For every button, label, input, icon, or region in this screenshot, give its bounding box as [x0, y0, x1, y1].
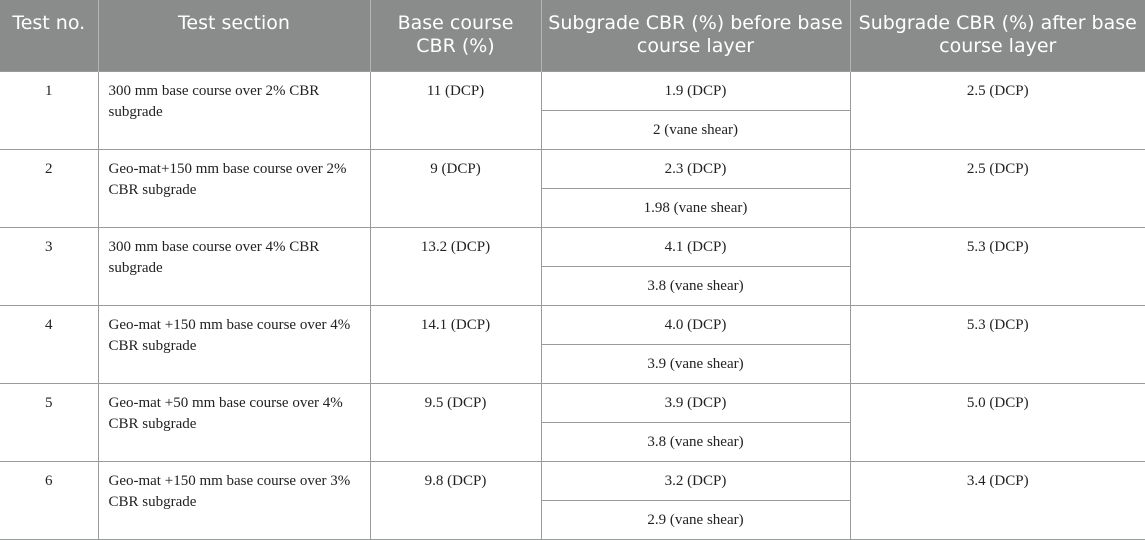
- cell-test-section: Geo-mat+150 mm base course over 2% CBR s…: [97, 148, 371, 228]
- cell-subgrade-before-dcp: 3.9 (DCP): [540, 382, 851, 423]
- header-subgrade-cbr-after: Subgrade CBR (%) after base course layer: [849, 0, 1145, 71]
- cell-subgrade-after: 5.3 (DCP): [849, 304, 1145, 384]
- cell-subgrade-before-dcp: 4.0 (DCP): [540, 304, 851, 345]
- cell-subgrade-before-vane: 2.9 (vane shear): [541, 499, 850, 540]
- cell-base-course-cbr: 9.8 (DCP): [369, 460, 542, 540]
- cell-subgrade-before-vane: 2 (vane shear): [541, 109, 850, 150]
- cell-subgrade-after: 2.5 (DCP): [849, 70, 1145, 150]
- cell-subgrade-before-dcp: 4.1 (DCP): [540, 226, 851, 267]
- cell-test-no: 2: [0, 148, 99, 228]
- cell-subgrade-before-vane: 3.8 (vane shear): [541, 421, 850, 462]
- cell-test-no: 1: [0, 70, 99, 150]
- cell-subgrade-after: 3.4 (DCP): [849, 460, 1145, 540]
- table-header: Test no. Test section Base course CBR (%…: [0, 0, 1145, 71]
- cell-test-no: 5: [0, 382, 99, 462]
- cell-test-section: Geo-mat +50 mm base course over 4% CBR s…: [97, 382, 371, 462]
- header-subgrade-cbr-before: Subgrade CBR (%) before base course laye…: [540, 0, 850, 71]
- table-row: 1 300 mm base course over 2% CBR subgrad…: [0, 70, 1145, 150]
- cell-subgrade-before-dcp: 3.2 (DCP): [540, 460, 851, 501]
- cell-subgrade-before-vane: 1.98 (vane shear): [541, 187, 850, 228]
- cell-test-section: Geo-mat +150 mm base course over 3% CBR …: [97, 460, 371, 540]
- cell-base-course-cbr: 9.5 (DCP): [369, 382, 542, 462]
- header-row: Test no. Test section Base course CBR (%…: [0, 0, 1145, 71]
- header-test-section: Test section: [97, 0, 370, 71]
- cell-test-no: 6: [0, 460, 99, 540]
- cell-subgrade-before-dcp: 1.9 (DCP): [540, 70, 851, 111]
- table-subrow: 1.98 (vane shear): [0, 187, 1145, 228]
- table-row: 2 Geo-mat+150 mm base course over 2% CBR…: [0, 148, 1145, 228]
- cell-subgrade-before-vane: 3.9 (vane shear): [541, 343, 850, 384]
- cell-subgrade-after: 2.5 (DCP): [849, 148, 1145, 228]
- cell-test-section: 300 mm base course over 4% CBR subgrade: [97, 226, 371, 306]
- cell-subgrade-before-vane: 3.8 (vane shear): [541, 265, 850, 306]
- table-subrow: 2 (vane shear): [0, 109, 1145, 150]
- cell-test-no: 3: [0, 226, 99, 306]
- cell-test-section: 300 mm base course over 2% CBR subgrade: [97, 70, 371, 150]
- header-base-course-cbr: Base course CBR (%): [369, 0, 541, 71]
- cell-base-course-cbr: 11 (DCP): [369, 70, 542, 150]
- table-row: 3 300 mm base course over 4% CBR subgrad…: [0, 226, 1145, 306]
- cell-subgrade-after: 5.3 (DCP): [849, 226, 1145, 306]
- cell-base-course-cbr: 13.2 (DCP): [369, 226, 542, 306]
- table-row: 4 Geo-mat +150 mm base course over 4% CB…: [0, 304, 1145, 384]
- table-row: 5 Geo-mat +50 mm base course over 4% CBR…: [0, 382, 1145, 462]
- cell-subgrade-before-dcp: 2.3 (DCP): [540, 148, 851, 189]
- cell-base-course-cbr: 14.1 (DCP): [369, 304, 542, 384]
- cell-base-course-cbr: 9 (DCP): [369, 148, 542, 228]
- header-test-no: Test no.: [0, 0, 98, 71]
- cell-test-no: 4: [0, 304, 99, 384]
- cell-test-section: Geo-mat +150 mm base course over 4% CBR …: [97, 304, 371, 384]
- table-body: 1 300 mm base course over 2% CBR subgrad…: [0, 70, 1145, 540]
- cell-subgrade-after: 5.0 (DCP): [849, 382, 1145, 462]
- table-row: 6 Geo-mat +150 mm base course over 3% CB…: [0, 460, 1145, 540]
